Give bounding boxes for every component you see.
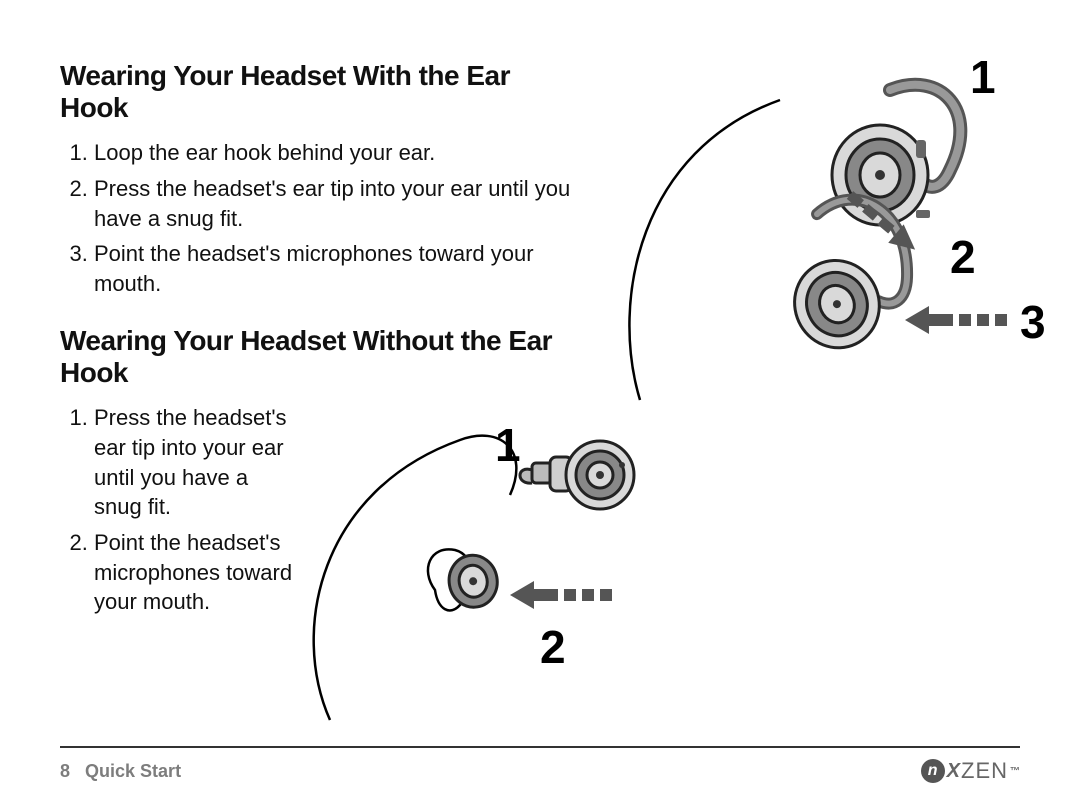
logo-x: X [947, 760, 960, 783]
section1-title: Wearing Your Headset With the Ear Hook [60, 60, 580, 124]
brand-logo: n X ZEN ™ [921, 758, 1020, 784]
step-label-2b: 2 [540, 620, 566, 674]
logo-tm: ™ [1010, 766, 1020, 777]
section1-step: Press the headset's ear tip into your ea… [94, 174, 580, 233]
section2-step: Press the headset's ear tip into your ea… [94, 403, 300, 522]
diagram-without-hook: 1 2 [300, 400, 740, 730]
section2-step: Point the headset's microphones toward y… [94, 528, 300, 617]
page-number: 8 [60, 761, 70, 781]
section2-title: Wearing Your Headset Without the Ear Hoo… [60, 325, 580, 389]
diagram-with-hook: 1 2 3 [580, 40, 1050, 440]
section1-step: Loop the ear hook behind your ear. [94, 138, 580, 168]
step-label-1b: 1 [495, 418, 521, 472]
page-footer: 8 Quick Start n X ZEN ™ [60, 746, 1020, 784]
manual-page: Wearing Your Headset With the Ear Hook L… [0, 0, 1080, 810]
section-name: Quick Start [85, 761, 181, 781]
logo-ball-icon: n [921, 759, 945, 783]
section1-steps: Loop the ear hook behind your ear. Press… [60, 138, 580, 298]
step-label-3: 3 [1020, 295, 1046, 349]
logo-zen: ZEN [961, 758, 1008, 784]
footer-left: 8 Quick Start [60, 761, 181, 782]
step-label-2: 2 [950, 230, 976, 284]
step-label-1: 1 [970, 50, 996, 104]
section1-step: Point the headset's microphones toward y… [94, 239, 580, 298]
section2-steps: Press the headset's ear tip into your ea… [60, 403, 300, 617]
